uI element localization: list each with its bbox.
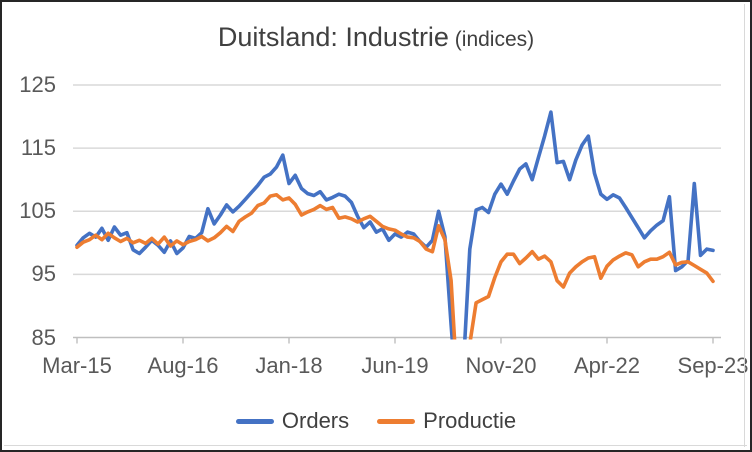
productie-line xyxy=(75,193,715,340)
x-axis-tick-label-Sep-23: Sep-23 xyxy=(677,353,749,378)
chart-title-main: Duitsland: Industrie xyxy=(217,22,449,52)
x-axis-tick-label-Jan-18: Jan-18 xyxy=(255,353,323,378)
y-axis-tick-label-105: 105 xyxy=(19,198,56,224)
x-axis-tick-label-Apr-22: Apr-22 xyxy=(573,353,641,378)
chart-title: Duitsland: Industrie (indices) xyxy=(2,22,750,53)
y-axis-tick-label-125: 125 xyxy=(19,72,56,97)
x-axis-tick-label-Jun-19: Jun-19 xyxy=(361,353,429,378)
orders-line xyxy=(75,110,715,340)
legend-item-productie: Productie xyxy=(377,408,516,434)
legend-swatch-orders xyxy=(235,418,274,424)
legend-item-orders: Orders xyxy=(235,408,350,434)
chart-legend: Orders Productie xyxy=(2,404,750,438)
legend-label-productie: Productie xyxy=(423,408,517,433)
chart-area-border-right xyxy=(744,4,745,447)
chart-area-border-bottom xyxy=(4,445,747,446)
y-axis-tick-label-85: 85 xyxy=(31,324,56,350)
y-axis-tick-label-115: 115 xyxy=(20,135,56,161)
legend-label-orders: Orders xyxy=(281,408,350,433)
legend-swatch-productie xyxy=(377,418,416,424)
x-axis-tick-label-Nov-20: Nov-20 xyxy=(465,353,537,378)
x-axis-tick-label-Aug-16: Aug-16 xyxy=(147,353,219,378)
chart-title-suffix: (indices) xyxy=(448,28,535,51)
x-axis-tick-label-Mar-15: Mar-15 xyxy=(42,353,112,378)
y-axis-tick-label-95: 95 xyxy=(31,261,56,287)
